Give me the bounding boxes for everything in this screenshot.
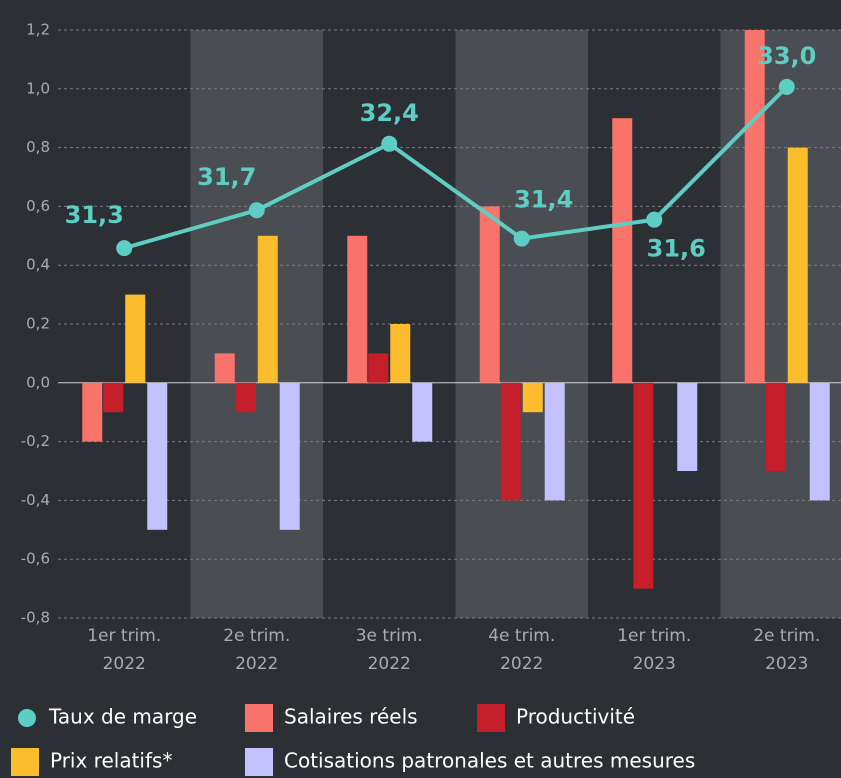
x-tick-label: 1er trim. 2022 (87, 626, 161, 674)
legend-label: Productivité (516, 705, 635, 729)
x-tick-line: 2022 (500, 654, 543, 674)
y-tick-label: 1,2 (26, 21, 50, 39)
bar (147, 382, 168, 530)
line (123, 85, 789, 251)
line-point (381, 135, 398, 152)
bar (544, 382, 565, 501)
x-tick-line: 2e trim. (753, 626, 820, 646)
legend-swatch (245, 748, 273, 776)
x-tick-label: 2e trim. 2022 (223, 626, 290, 674)
data-label: 31,4 (514, 186, 573, 214)
x-tick-label: 1er trim. 2023 (617, 626, 691, 674)
legend-swatch (11, 748, 39, 776)
y-tick-label: -0,2 (21, 432, 50, 450)
bar (125, 294, 146, 383)
bar (522, 382, 543, 413)
data-label: 33,0 (757, 42, 816, 70)
line-point (513, 230, 530, 247)
x-tick-line: 1er trim. (617, 626, 691, 646)
bar (809, 382, 830, 501)
bar (787, 147, 808, 383)
data-label: 31,3 (65, 201, 124, 229)
data-label: 31,6 (647, 235, 706, 263)
x-tick-line: 4e trim. (488, 626, 555, 646)
bar (214, 353, 235, 383)
bar (235, 382, 256, 413)
y-tick-label: -0,4 (21, 491, 50, 509)
x-tick-label: 3e trim. 2022 (356, 626, 423, 674)
y-tick-label: 0,2 (26, 315, 50, 333)
x-tick-line: 1er trim. (87, 626, 161, 646)
line-point (646, 211, 663, 228)
bar (82, 382, 103, 442)
bar (612, 118, 633, 383)
data-label: 31,7 (197, 163, 256, 191)
x-tick-line: 2023 (633, 654, 676, 674)
bar (500, 382, 521, 501)
legend-swatch (245, 704, 273, 732)
bar (368, 353, 389, 383)
bar (677, 382, 698, 471)
bar (633, 382, 654, 589)
y-tick-label: 0,6 (26, 197, 50, 215)
y-tick-label: 0,8 (26, 138, 50, 156)
bar (279, 382, 300, 530)
x-tick-line: 2e trim. (223, 626, 290, 646)
bar (103, 382, 124, 413)
legend-label: Taux de marge (48, 705, 197, 729)
bar (347, 235, 368, 383)
legend-label: Cotisations patronales et autres mesures (284, 749, 695, 773)
data-label: 32,4 (360, 99, 419, 127)
bar (744, 30, 765, 383)
legend-swatch (477, 704, 505, 732)
bar (412, 382, 433, 442)
x-tick-label: 4e trim. 2022 (488, 626, 555, 674)
line-point (778, 78, 795, 95)
x-tick-line: 2022 (235, 654, 278, 674)
y-tick-label: 1,0 (26, 79, 50, 97)
y-tick-label: 0,0 (26, 373, 50, 391)
x-tick-line: 2022 (368, 654, 411, 674)
bar (257, 235, 278, 383)
line-point (248, 202, 265, 219)
bar (390, 324, 411, 383)
bar (479, 206, 500, 383)
x-tick-line: 3e trim. (356, 626, 423, 646)
y-tick-label: -0,6 (21, 550, 50, 568)
legend-label: Prix relatifs* (50, 749, 172, 773)
y-tick-label: 0,4 (26, 256, 50, 274)
x-tick-line: 2023 (765, 654, 808, 674)
bar (765, 382, 786, 471)
legend-label: Salaires réels (284, 705, 418, 729)
x-tick-line: 2022 (103, 654, 146, 674)
x-tick-label: 2e trim. 2023 (753, 626, 820, 674)
line-point (116, 240, 133, 257)
legend-swatch (18, 709, 36, 727)
y-tick-label: -0,8 (21, 609, 50, 627)
